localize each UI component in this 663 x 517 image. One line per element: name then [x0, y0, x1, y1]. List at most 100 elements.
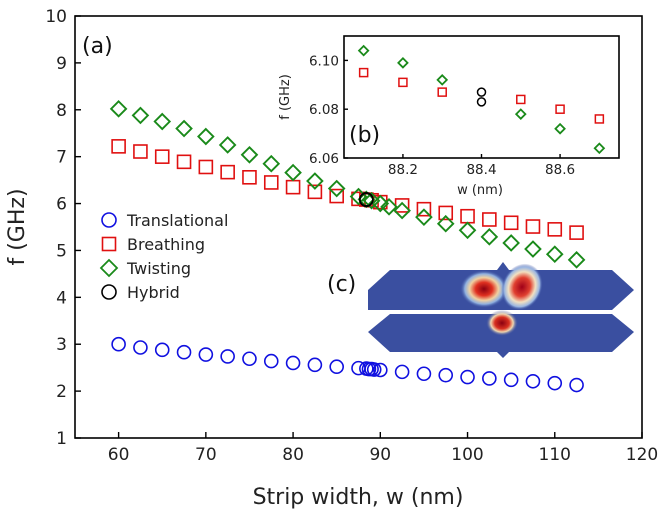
- main-translational-point: [394, 364, 410, 380]
- main-twisting-point: [524, 240, 542, 258]
- main-breathing-point: [133, 144, 148, 159]
- main-breathing-point: [285, 179, 301, 195]
- main-x-tick-label: 110: [539, 445, 571, 465]
- panel-label-b: (b): [349, 123, 380, 148]
- main-translational-point: [416, 366, 432, 382]
- main-twisting-point: [109, 100, 128, 118]
- main-translational-point: [285, 355, 301, 371]
- mode-profile-inset: (c): [327, 262, 634, 358]
- mode-profile-top-hotspot-left: [460, 270, 508, 308]
- main-breathing-point: [503, 215, 519, 231]
- main-translational-point: [263, 353, 279, 369]
- main-translational-point: [547, 375, 563, 391]
- inset-x-tick-label: 88.6: [545, 162, 575, 178]
- main-x-tick-label: 120: [626, 445, 658, 465]
- main-y-tick-label: 4: [56, 288, 67, 308]
- inset-breathing-point: [594, 114, 605, 124]
- legend-marker-breathing: [101, 236, 117, 252]
- main-translational-point: [198, 347, 214, 362]
- main-breathing-point: [329, 188, 344, 204]
- main-twisting-point: [197, 127, 215, 146]
- main-breathing-point: [307, 184, 323, 200]
- main-breathing-point: [111, 139, 126, 154]
- main-translational-point: [366, 362, 382, 377]
- main-breathing-point: [176, 154, 192, 170]
- main-translational-point: [438, 367, 454, 383]
- inset-hybrid-point: [476, 97, 487, 107]
- main-y-tick-label: 6: [56, 195, 67, 215]
- main-translational-point: [503, 372, 519, 388]
- main-twisting-point: [380, 198, 398, 216]
- main-breathing-point: [242, 169, 257, 185]
- main-twisting-point: [240, 145, 259, 164]
- main-y-tick-label: 9: [56, 54, 67, 74]
- main-twisting-point: [153, 112, 172, 131]
- legend-item-hybrid: Hybrid: [101, 283, 180, 302]
- main-breathing-point: [220, 164, 235, 180]
- main-translational-point: [525, 373, 541, 389]
- main-x-tick-label: 100: [451, 445, 483, 465]
- inset-hybrid-point: [476, 87, 487, 97]
- inset-y-tick-label: 6.10: [309, 53, 339, 69]
- main-x-tick-label: 70: [195, 445, 217, 465]
- legend-label-hybrid: Hybrid: [127, 283, 180, 302]
- main-y-tick-label: 10: [45, 7, 67, 27]
- legend-label-translational: Translational: [126, 211, 228, 230]
- main-twisting-point: [284, 163, 302, 182]
- main-translational-point: [133, 340, 148, 355]
- main-y-tick-label: 8: [56, 101, 67, 121]
- legend-marker-translational: [101, 212, 117, 228]
- main-translational-point: [460, 369, 475, 385]
- inset-breathing-point: [358, 67, 369, 78]
- legend-label-twisting: Twisting: [126, 259, 191, 278]
- main-translational-point: [569, 377, 584, 393]
- main-x-tick-label: 60: [108, 445, 130, 465]
- main-twisting-point: [480, 228, 499, 246]
- legend-marker-hybrid: [101, 284, 117, 300]
- legend: Translational Breathing Twisting Hybrid: [99, 211, 228, 302]
- main-breathing-point: [263, 175, 279, 190]
- main-breathing-point: [525, 219, 541, 234]
- inset-breathing-point: [398, 77, 408, 88]
- main-twisting-point: [567, 251, 586, 269]
- main-x-tick-label: 80: [282, 445, 304, 465]
- main-breathing-point: [482, 212, 497, 227]
- inset-twisting-point: [514, 108, 527, 120]
- inset-y-tick-label: 6.08: [309, 102, 339, 118]
- y-axis-title: f (GHz): [5, 188, 30, 265]
- main-translational-point: [307, 357, 323, 373]
- inset-plot-background: [344, 36, 619, 158]
- main-twisting-point: [362, 191, 381, 210]
- main-twisting-point: [175, 119, 193, 138]
- legend-marker-twisting: [99, 258, 119, 278]
- main-breathing-point: [547, 222, 563, 237]
- panel-label-c: (c): [327, 272, 356, 297]
- main-y-tick-label: 2: [56, 382, 67, 402]
- inset-x-tick-label: 88.2: [388, 162, 418, 178]
- main-twisting-point: [131, 106, 150, 125]
- main-translational-point: [242, 351, 257, 367]
- inset-twisting-point: [593, 142, 606, 155]
- inset-twisting-point: [357, 44, 370, 57]
- main-translational-point: [111, 336, 126, 352]
- main-twisting-point: [458, 221, 477, 240]
- main-breathing-point: [460, 208, 475, 224]
- panel-label-a: (a): [82, 34, 113, 59]
- x-axis-title: Strip width, w (nm): [253, 485, 464, 510]
- inset-twisting-point: [554, 122, 566, 135]
- main-twisting-point: [393, 201, 411, 220]
- legend-item-breathing: Breathing: [101, 235, 205, 254]
- main-twisting-point: [371, 194, 390, 213]
- main-twisting-point: [415, 208, 433, 226]
- main-breathing-point: [198, 159, 214, 175]
- inset-twisting-point: [397, 56, 409, 69]
- main-twisting-point: [349, 187, 368, 206]
- main-breathing-point: [154, 149, 170, 164]
- inset-x-tick-label: 88.4: [466, 162, 496, 178]
- main-hybrid-point: [359, 192, 374, 208]
- main-y-tick-label: 7: [56, 148, 67, 168]
- legend-item-translational: Translational: [101, 211, 228, 230]
- main-twisting-point: [306, 172, 324, 190]
- inset-y-axis-title: f (GHz): [278, 74, 293, 120]
